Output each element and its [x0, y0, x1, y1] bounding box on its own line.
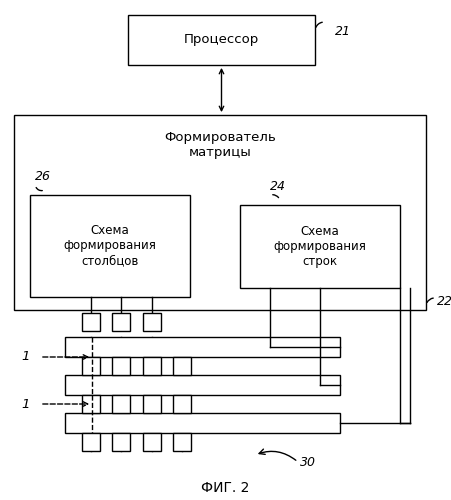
Bar [128, 15, 315, 65]
Text: Процессор: Процессор [184, 34, 259, 46]
Bar [65, 413, 340, 433]
Bar [143, 313, 161, 331]
Bar [65, 337, 340, 357]
Bar [173, 395, 191, 413]
Bar [173, 357, 191, 375]
Bar [240, 205, 400, 288]
Bar [143, 357, 161, 375]
Text: 21: 21 [335, 25, 351, 38]
Text: 22: 22 [437, 295, 451, 308]
Text: ФИГ. 2: ФИГ. 2 [201, 481, 249, 495]
Text: Схема
формирования
строк: Схема формирования строк [274, 225, 366, 268]
Bar [143, 433, 161, 451]
Bar [82, 433, 100, 451]
Bar [112, 357, 130, 375]
Bar [14, 115, 426, 310]
Bar [30, 195, 190, 297]
Bar [112, 433, 130, 451]
Bar [82, 357, 100, 375]
Text: 1: 1 [22, 350, 30, 364]
Text: Схема
формирования
столбцов: Схема формирования столбцов [64, 224, 156, 268]
Text: 24: 24 [270, 180, 286, 193]
Text: Формирователь
матрицы: Формирователь матрицы [164, 131, 276, 159]
Bar [112, 313, 130, 331]
Bar [143, 395, 161, 413]
Bar [65, 375, 340, 395]
Bar [173, 433, 191, 451]
Bar [82, 313, 100, 331]
Bar [112, 395, 130, 413]
Text: 26: 26 [35, 170, 51, 183]
Text: 1: 1 [22, 398, 30, 410]
Text: 30: 30 [300, 456, 316, 468]
Bar [82, 395, 100, 413]
